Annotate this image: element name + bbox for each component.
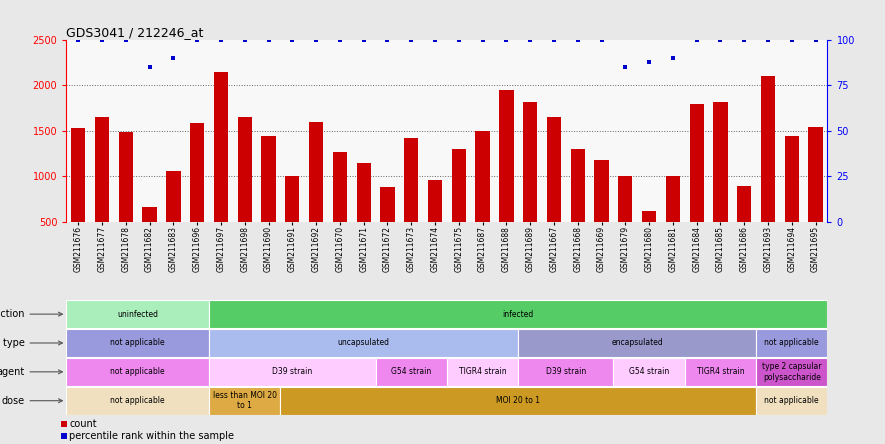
Text: less than MOI 20
to 1: less than MOI 20 to 1 [212,391,277,410]
Text: count: count [69,419,96,428]
Bar [447,358,519,386]
Bar [209,358,375,386]
Text: G54 strain: G54 strain [629,367,669,377]
Bar [451,149,466,267]
Text: not applicable: not applicable [111,396,165,405]
Bar [809,127,823,267]
Text: not applicable: not applicable [765,396,820,405]
Bar [214,72,228,267]
Text: dose: dose [2,396,62,406]
Text: percentile rank within the sample: percentile rank within the sample [69,431,234,440]
Bar [547,117,561,267]
Text: cell type: cell type [0,338,62,348]
Bar [95,117,109,267]
Bar [71,128,85,267]
Bar [66,300,209,328]
Text: GDS3041 / 212246_at: GDS3041 / 212246_at [66,26,204,39]
Bar [761,76,775,267]
Text: uninfected: uninfected [117,309,158,319]
Text: D39 strain: D39 strain [546,367,586,377]
Bar [381,187,395,267]
Bar [756,329,827,357]
Text: MOI 20 to 1: MOI 20 to 1 [496,396,540,405]
Bar [519,329,756,357]
Bar [66,387,209,415]
Text: infection: infection [0,309,62,319]
Bar [737,186,751,267]
Bar [523,102,537,267]
Text: encapsulated: encapsulated [612,338,663,348]
Text: type 2 capsular
polysaccharide: type 2 capsular polysaccharide [762,362,821,381]
Bar [685,358,756,386]
Bar [309,122,323,267]
Text: infected: infected [503,309,534,319]
Bar [666,176,680,267]
Bar [613,358,685,386]
Bar [190,123,204,267]
Bar [66,329,209,357]
Bar [237,117,252,267]
Bar [209,329,519,357]
Bar [756,358,827,386]
Bar [475,131,489,267]
Bar [357,163,371,267]
Text: G54 strain: G54 strain [391,367,431,377]
Bar [519,358,613,386]
Bar [166,171,181,267]
Bar [209,300,827,328]
Text: TIGR4 strain: TIGR4 strain [458,367,506,377]
Text: not applicable: not applicable [111,338,165,348]
Text: uncapsulated: uncapsulated [338,338,389,348]
Bar [428,180,442,267]
Bar [333,152,347,267]
Bar [499,90,513,267]
Bar [595,160,609,267]
Bar [281,387,756,415]
Bar [285,176,299,267]
Bar [404,138,419,267]
Bar [618,175,633,267]
Bar [209,387,281,415]
Bar [261,136,276,267]
Text: not applicable: not applicable [765,338,820,348]
Text: agent: agent [0,367,62,377]
Bar [785,136,799,267]
Bar [119,132,133,267]
Text: TIGR4 strain: TIGR4 strain [696,367,744,377]
Bar [642,210,656,267]
Bar [713,102,727,267]
Bar [66,358,209,386]
Bar [375,358,447,386]
Bar [689,104,704,267]
Bar [756,387,827,415]
Text: not applicable: not applicable [111,367,165,377]
Bar [571,149,585,267]
Bar [142,206,157,267]
Text: D39 strain: D39 strain [273,367,312,377]
